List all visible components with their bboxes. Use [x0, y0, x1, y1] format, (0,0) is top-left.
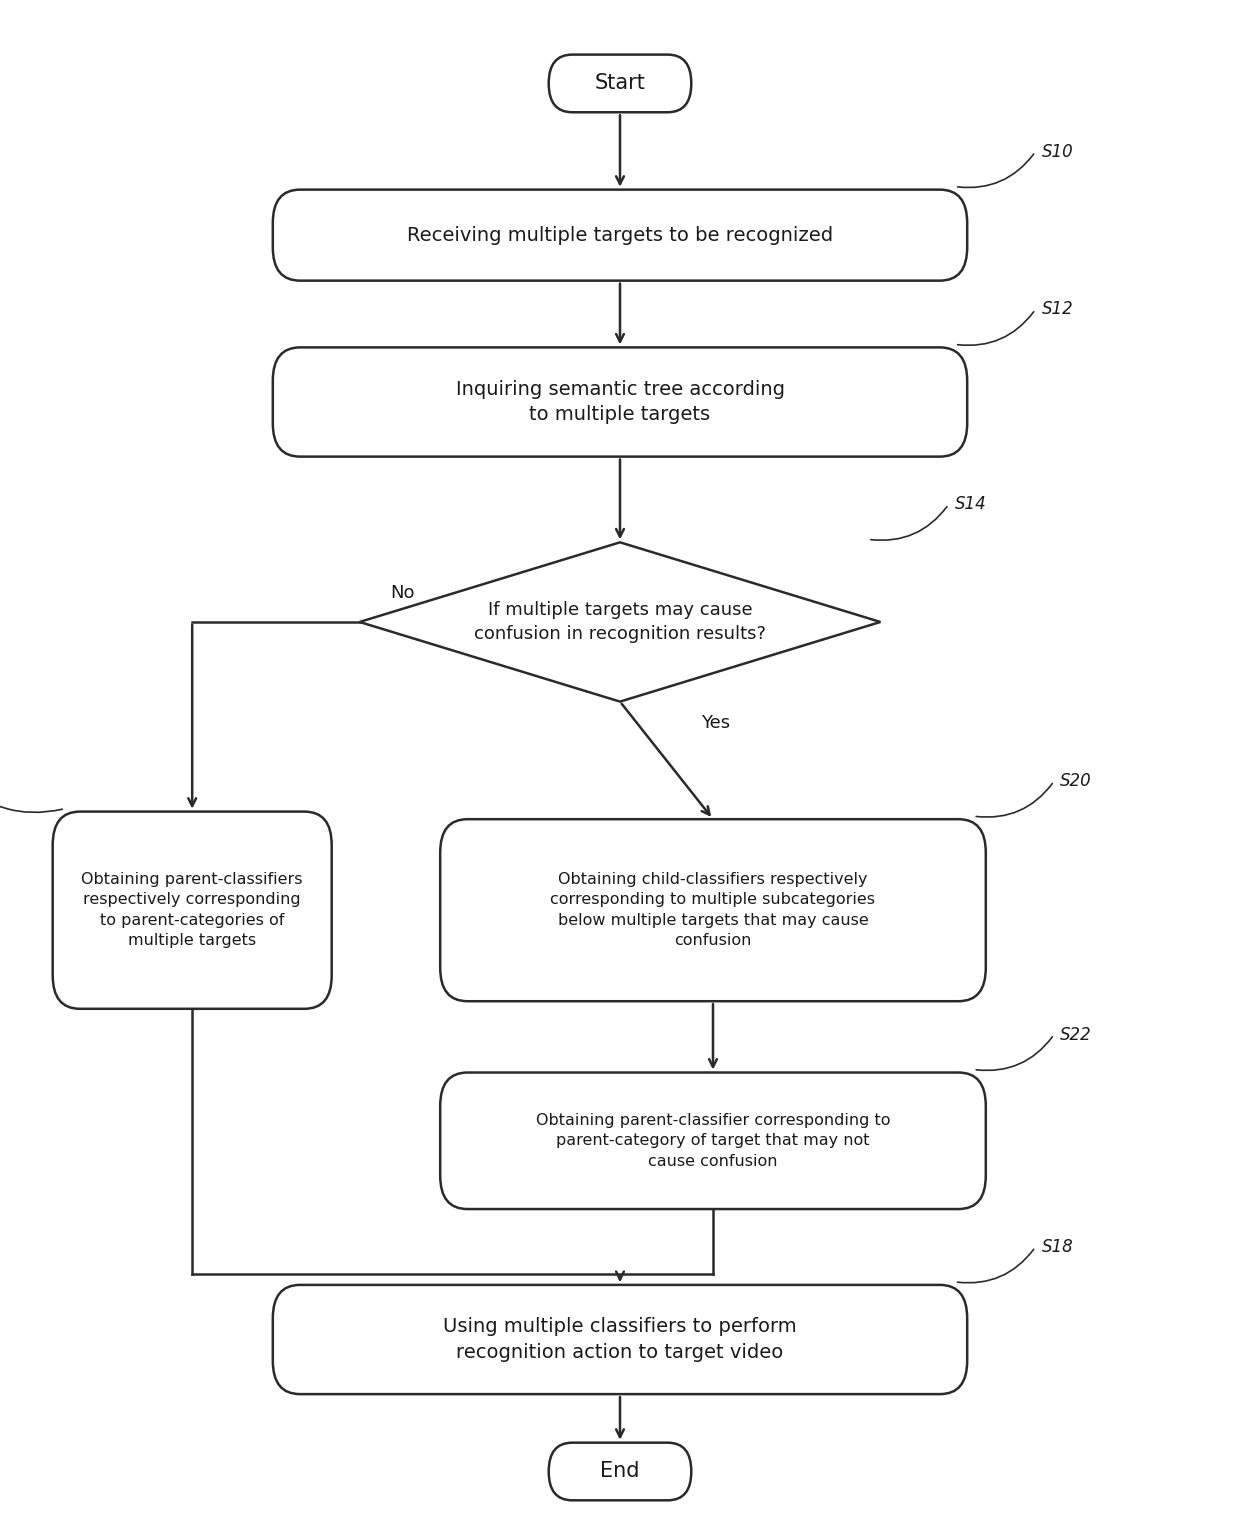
Text: S22: S22 [1060, 1025, 1092, 1044]
Text: If multiple targets may cause
confusion in recognition results?: If multiple targets may cause confusion … [474, 601, 766, 643]
FancyBboxPatch shape [273, 347, 967, 457]
Text: Obtaining parent-classifier corresponding to
parent-category of target that may : Obtaining parent-classifier correspondin… [536, 1113, 890, 1168]
Text: Using multiple classifiers to perform
recognition action to target video: Using multiple classifiers to perform re… [443, 1317, 797, 1362]
FancyBboxPatch shape [549, 1443, 692, 1500]
Text: S12: S12 [1042, 300, 1074, 319]
Text: S18: S18 [1042, 1238, 1074, 1256]
Text: Inquiring semantic tree according
to multiple targets: Inquiring semantic tree according to mul… [455, 379, 785, 425]
FancyBboxPatch shape [440, 819, 986, 1001]
FancyBboxPatch shape [273, 190, 967, 281]
Text: Obtaining parent-classifiers
respectively corresponding
to parent-categories of
: Obtaining parent-classifiers respectivel… [82, 872, 303, 948]
FancyBboxPatch shape [440, 1073, 986, 1209]
Text: Obtaining child-classifiers respectively
corresponding to multiple subcategories: Obtaining child-classifiers respectively… [551, 872, 875, 948]
FancyBboxPatch shape [52, 812, 332, 1009]
Text: End: End [600, 1461, 640, 1482]
Polygon shape [360, 543, 880, 702]
FancyBboxPatch shape [273, 1285, 967, 1394]
FancyBboxPatch shape [549, 55, 692, 112]
Text: S14: S14 [955, 496, 987, 513]
Text: No: No [391, 584, 415, 602]
Text: S20: S20 [1060, 772, 1092, 790]
Text: Yes: Yes [701, 715, 729, 731]
Text: Receiving multiple targets to be recognized: Receiving multiple targets to be recogni… [407, 226, 833, 244]
Text: Start: Start [594, 73, 646, 94]
Text: S10: S10 [1042, 143, 1074, 161]
